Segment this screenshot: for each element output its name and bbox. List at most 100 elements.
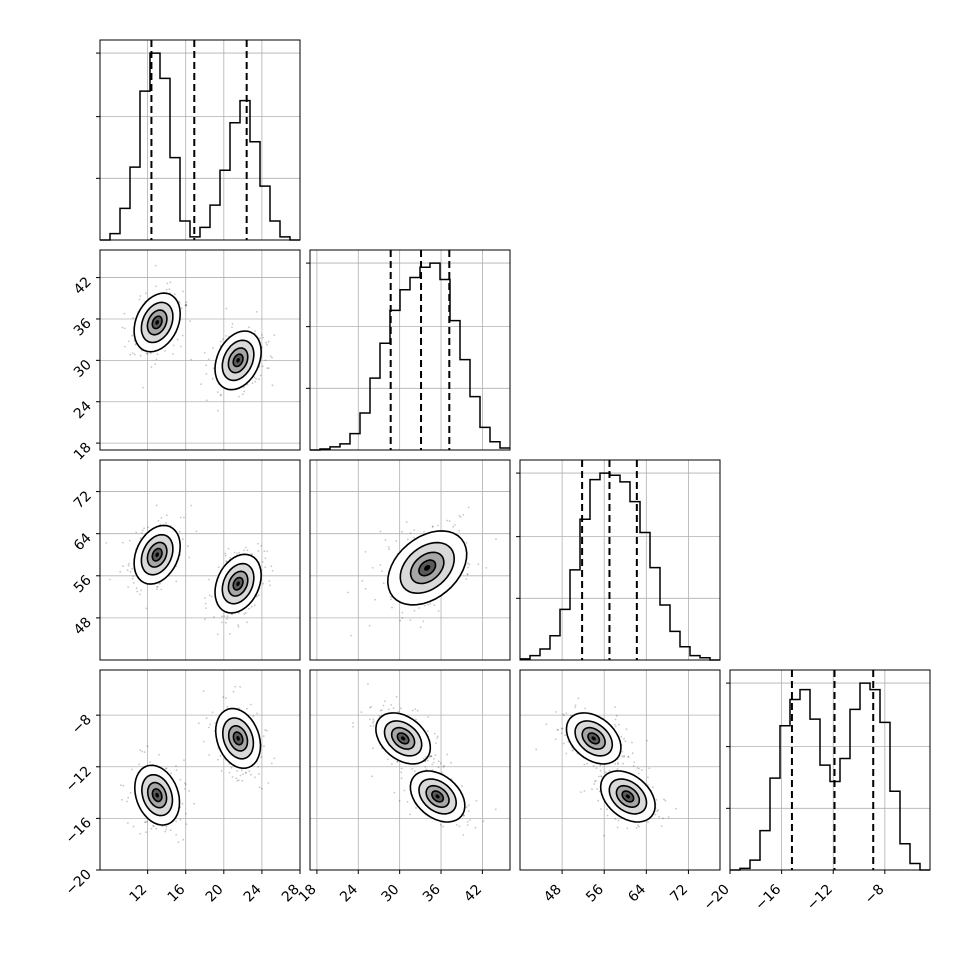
scatter-point [350, 634, 352, 637]
scatter-point [131, 352, 134, 354]
scatter-point [261, 561, 264, 563]
scatter-point [631, 752, 634, 755]
scatter-point [369, 718, 371, 721]
scatter-point [399, 619, 402, 622]
scatter-point [595, 779, 597, 782]
density-level [236, 736, 240, 741]
scatter-point [127, 340, 130, 343]
scatter-point [205, 373, 208, 375]
contour-line [221, 717, 255, 760]
contour-line [140, 774, 174, 817]
scatter-point [621, 755, 624, 758]
scatter-point [143, 751, 146, 753]
scatter-point [220, 770, 223, 772]
scatter-point [415, 718, 417, 721]
scatter-point [437, 524, 439, 527]
x-tick-label: 20 [203, 882, 227, 906]
scatter-point [184, 782, 186, 784]
scatter-point [184, 783, 187, 786]
scatter-point [554, 738, 557, 741]
x-tick-label: −12 [804, 882, 836, 914]
scatter-point [432, 761, 435, 764]
scatter-point [242, 773, 245, 776]
scatter-point [178, 301, 181, 304]
scatter-point [250, 605, 253, 608]
scatter-point [120, 784, 122, 787]
y-tick-label: −20 [63, 867, 95, 899]
scatter-point [424, 759, 427, 762]
scatter-point [467, 506, 470, 509]
contour-line [221, 562, 255, 605]
scatter-point [468, 563, 471, 566]
scatter-point [164, 350, 167, 352]
scatter-point [123, 312, 126, 315]
scatter-point [675, 807, 677, 810]
scatter-point [396, 760, 399, 763]
scatter-point [371, 566, 374, 569]
scatter-point [378, 715, 381, 717]
scatter-point [662, 817, 664, 820]
scatter-point [597, 775, 600, 778]
density-frame [99, 459, 301, 661]
scatter-point [474, 826, 477, 829]
scatter-point [257, 550, 260, 552]
scatter-point [204, 602, 207, 605]
scatter-point [462, 834, 465, 836]
scatter-point [608, 769, 611, 772]
scatter-point [465, 806, 468, 809]
scatter-point [254, 330, 256, 333]
scatter-point [185, 303, 188, 306]
scatter-point [381, 570, 383, 572]
scatter-point [395, 540, 398, 542]
contour-line [418, 559, 437, 577]
scatter-point [181, 334, 184, 337]
scatter-point [210, 595, 213, 598]
scatter-point [364, 551, 367, 553]
scatter-point [637, 772, 640, 775]
scatter-point [190, 358, 192, 361]
scatter-point [229, 633, 231, 635]
scatter-point [211, 377, 214, 380]
scatter-point [429, 602, 432, 605]
scatter-point [156, 586, 158, 589]
scatter-point [395, 695, 398, 698]
scatter-point [399, 707, 402, 710]
scatter-point [211, 711, 214, 714]
contour-line [214, 707, 262, 769]
scatter-point [152, 825, 155, 828]
scatter-point [437, 766, 440, 769]
scatter-point [164, 830, 167, 833]
scatter-point [185, 304, 188, 306]
scatter-point [204, 597, 206, 599]
scatter-point [213, 616, 216, 618]
scatter-point [220, 340, 222, 343]
scatter-point [209, 723, 212, 726]
scatter-point [556, 729, 559, 731]
scatter-point [138, 593, 141, 596]
density-panel-1-2 [309, 459, 511, 661]
scatter-point [139, 832, 142, 835]
scatter-point [138, 763, 140, 766]
scatter-point [273, 757, 276, 760]
scatter-point [205, 364, 208, 367]
scatter-point [231, 326, 233, 328]
scatter-point [400, 767, 403, 770]
x-tick-label: 18 [296, 882, 320, 906]
scatter-point [155, 504, 158, 507]
y-tick-label: 72 [71, 488, 95, 512]
scatter-point [390, 598, 392, 601]
scatter-point [372, 722, 374, 724]
scatter-point [238, 395, 240, 398]
scatter-point [238, 551, 241, 554]
histogram-frame [519, 459, 721, 661]
scatter-point [221, 621, 223, 624]
scatter-point [166, 282, 169, 285]
scatter-point [409, 532, 412, 534]
scatter-point [232, 690, 235, 693]
scatter-point [160, 588, 163, 591]
scatter-point [382, 704, 385, 707]
scatter-point [228, 771, 231, 774]
contour-line [214, 330, 263, 391]
contour-line [581, 726, 606, 750]
scatter-point [614, 723, 616, 726]
